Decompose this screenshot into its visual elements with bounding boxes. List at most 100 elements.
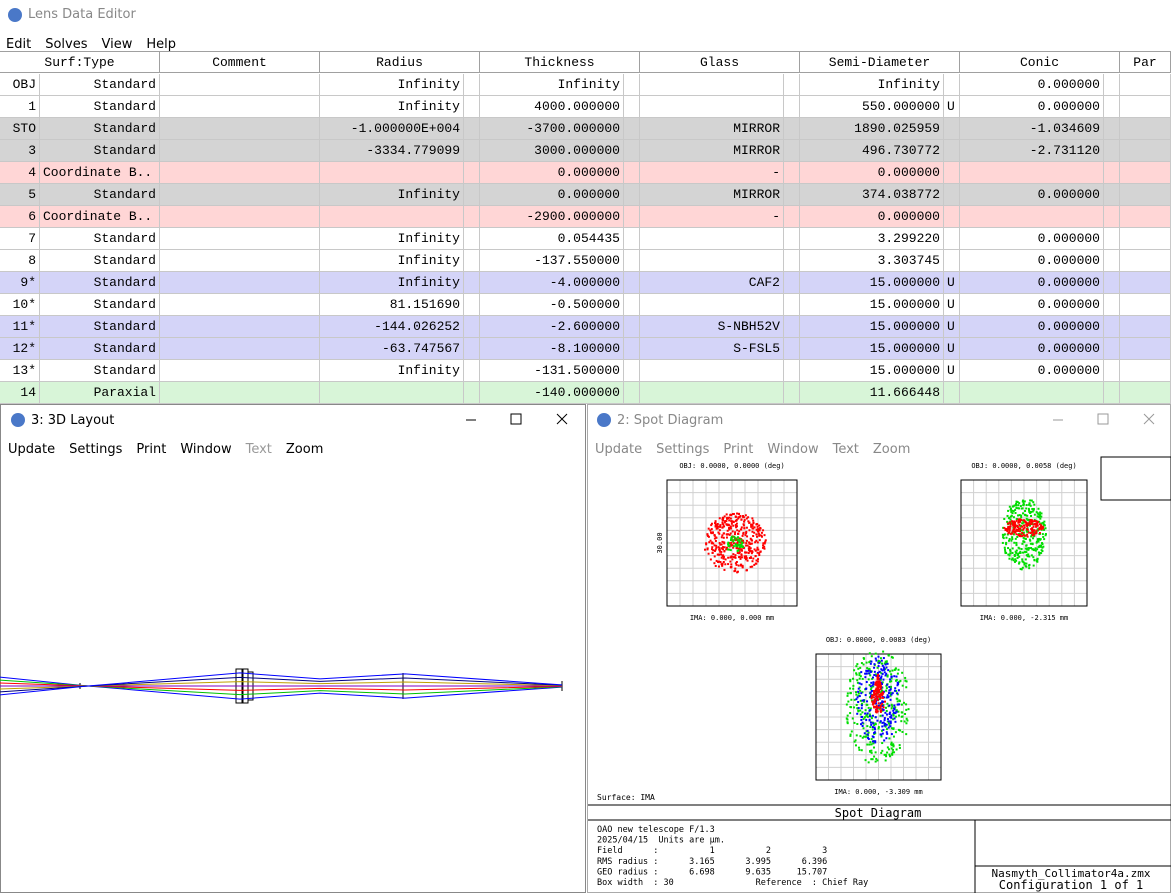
table-cell[interactable]: S-FSL5 — [640, 338, 784, 360]
table-cell[interactable]: Coordinate B.. — [40, 206, 160, 228]
table-cell[interactable] — [320, 206, 464, 228]
table-cell[interactable]: 550.000000 — [800, 96, 944, 118]
table-cell[interactable] — [784, 140, 800, 162]
table-cell[interactable]: -4.000000 — [480, 272, 624, 294]
table-cell[interactable] — [624, 96, 640, 118]
table-cell[interactable]: Infinity — [480, 74, 624, 96]
menu-item[interactable]: View — [101, 37, 133, 52]
table-cell[interactable] — [944, 250, 960, 272]
table-cell[interactable]: Standard — [40, 96, 160, 118]
table-cell[interactable] — [784, 162, 800, 184]
table-cell[interactable] — [784, 360, 800, 382]
menu-item[interactable]: Print — [136, 442, 167, 457]
table-cell[interactable] — [464, 74, 480, 96]
table-cell[interactable] — [1104, 184, 1120, 206]
menu-item[interactable]: Solves — [45, 37, 88, 52]
table-cell[interactable]: Infinity — [320, 96, 464, 118]
table-cell[interactable] — [640, 74, 784, 96]
table-cell[interactable] — [1104, 360, 1120, 382]
table-cell[interactable]: Infinity — [320, 272, 464, 294]
table-cell[interactable]: Infinity — [320, 360, 464, 382]
table-cell[interactable]: 15.000000 — [800, 360, 944, 382]
table-cell[interactable]: MIRROR — [640, 140, 784, 162]
table-cell[interactable]: 15.000000 — [800, 338, 944, 360]
table-cell[interactable]: Infinity — [320, 74, 464, 96]
table-cell[interactable] — [784, 184, 800, 206]
table-cell[interactable] — [944, 162, 960, 184]
table-cell[interactable]: -2.731120 — [960, 140, 1104, 162]
table-cell[interactable] — [160, 206, 320, 228]
table-cell[interactable] — [464, 206, 480, 228]
menu-item[interactable]: Zoom — [872, 442, 911, 457]
table-cell[interactable] — [464, 140, 480, 162]
table-cell[interactable] — [784, 74, 800, 96]
table-cell[interactable]: 3.299220 — [800, 228, 944, 250]
table-cell[interactable] — [1104, 294, 1120, 316]
table-cell[interactable]: Standard — [40, 360, 160, 382]
table-cell[interactable]: 1890.025959 — [800, 118, 944, 140]
table-cell[interactable]: -140.000000 — [480, 382, 624, 404]
table-cell[interactable]: - — [640, 162, 784, 184]
table-cell[interactable] — [464, 250, 480, 272]
table-cell[interactable] — [944, 382, 960, 404]
table-cell[interactable]: -1.000000E+004 — [320, 118, 464, 140]
table-cell[interactable] — [464, 382, 480, 404]
table-cell[interactable] — [1104, 74, 1120, 96]
table-cell[interactable] — [1104, 228, 1120, 250]
table-cell[interactable] — [1104, 272, 1120, 294]
table-cell[interactable]: MIRROR — [640, 118, 784, 140]
table-cell[interactable] — [320, 382, 464, 404]
table-cell[interactable] — [784, 338, 800, 360]
table-cell[interactable] — [944, 228, 960, 250]
table-cell[interactable]: -137.550000 — [480, 250, 624, 272]
menu-item[interactable]: Window — [767, 442, 819, 457]
menu-item[interactable]: Help — [146, 37, 176, 52]
table-cell[interactable]: 15.000000 — [800, 294, 944, 316]
table-cell[interactable] — [784, 294, 800, 316]
table-cell[interactable] — [944, 206, 960, 228]
table-cell[interactable] — [1104, 206, 1120, 228]
table-cell[interactable]: -3334.779099 — [320, 140, 464, 162]
table-cell[interactable] — [320, 162, 464, 184]
table-cell[interactable] — [1104, 118, 1120, 140]
table-cell[interactable] — [1104, 316, 1120, 338]
table-cell[interactable] — [624, 294, 640, 316]
table-cell[interactable] — [160, 272, 320, 294]
table-cell[interactable] — [1104, 162, 1120, 184]
table-cell[interactable] — [784, 250, 800, 272]
window-controls[interactable] — [461, 411, 581, 429]
table-cell[interactable]: 11.666448 — [800, 382, 944, 404]
table-cell[interactable]: 15.000000 — [800, 272, 944, 294]
table-cell[interactable] — [624, 250, 640, 272]
table-cell[interactable] — [464, 294, 480, 316]
table-cell[interactable]: -2.600000 — [480, 316, 624, 338]
table-cell[interactable] — [944, 184, 960, 206]
table-cell[interactable]: U — [944, 316, 960, 338]
table-cell[interactable] — [784, 316, 800, 338]
table-cell[interactable] — [160, 96, 320, 118]
table-cell[interactable]: -8.100000 — [480, 338, 624, 360]
table-cell[interactable]: U — [944, 338, 960, 360]
table-cell[interactable] — [944, 140, 960, 162]
menu-item[interactable]: Text — [245, 442, 272, 457]
table-cell[interactable] — [624, 162, 640, 184]
menu-item[interactable]: Update — [8, 442, 56, 457]
table-cell[interactable] — [464, 162, 480, 184]
table-cell[interactable] — [624, 228, 640, 250]
table-cell[interactable]: 0.000000 — [800, 162, 944, 184]
table-cell[interactable]: 3.303745 — [800, 250, 944, 272]
table-cell[interactable]: Standard — [40, 272, 160, 294]
menu-item[interactable]: Window — [180, 442, 232, 457]
menu-item[interactable]: Zoom — [285, 442, 324, 457]
table-cell[interactable] — [160, 250, 320, 272]
table-cell[interactable] — [464, 184, 480, 206]
table-cell[interactable] — [464, 272, 480, 294]
table-cell[interactable]: Coordinate B.. — [40, 162, 160, 184]
table-cell[interactable]: -3700.000000 — [480, 118, 624, 140]
table-cell[interactable] — [1104, 96, 1120, 118]
table-cell[interactable] — [640, 360, 784, 382]
table-cell[interactable] — [640, 96, 784, 118]
menu-item[interactable]: Settings — [69, 442, 123, 457]
table-cell[interactable]: 0.000000 — [960, 184, 1104, 206]
table-cell[interactable]: Standard — [40, 338, 160, 360]
